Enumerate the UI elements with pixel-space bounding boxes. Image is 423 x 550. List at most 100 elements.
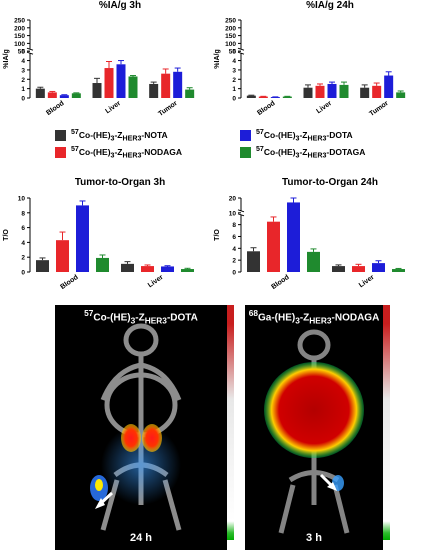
- y-tick-label: 200: [225, 25, 236, 32]
- bar: [121, 263, 134, 272]
- bar: [360, 87, 370, 98]
- legend-label-dotaga: 57Co-(HE)3-ZHER3-DOTAGA: [256, 145, 366, 160]
- y-axis-label: %IA/g: [214, 49, 221, 68]
- x-category-label: Blood: [256, 100, 276, 117]
- legend-swatch-nodaga: [55, 146, 66, 158]
- legend-label-nota: 57Co-(HE)3-ZHER3-NOTA: [71, 128, 168, 143]
- y-tick-label: 3: [21, 67, 25, 74]
- y-tick-label: 2: [232, 258, 236, 265]
- y-tick-label: 0: [21, 270, 25, 277]
- chart-legend: 57Co-(HE)3-ZHER3-NOTA 57Co-(HE)3-ZHER3-D…: [55, 128, 395, 162]
- bar: [116, 64, 126, 98]
- axis-break-mark: [237, 213, 245, 217]
- bar: [287, 202, 300, 272]
- bar: [149, 83, 159, 98]
- kidney-left-hotspot: [121, 424, 141, 452]
- bar: [128, 76, 138, 98]
- legend-label-nodaga: 57Co-(HE)3-ZHER3-NODAGA: [71, 145, 182, 160]
- chart-title-ia-24h: %IA/g 24h: [306, 0, 354, 11]
- chart-to-24h: T/O 0 2 4 6 8 10 20 Blood Liver: [214, 196, 405, 291]
- legend-swatch-dotaga: [240, 146, 251, 158]
- axis-break-mark: [237, 51, 245, 55]
- y-tick-label: 5: [21, 49, 25, 56]
- bar: [315, 85, 325, 98]
- spect-image-panel: 57Co-(HE)3-ZHER3-DOTA 24 h: [55, 305, 227, 550]
- chart-title-to-3h: Tumor-to-Organ 3h: [74, 177, 166, 188]
- y-tick-label: 100: [14, 41, 25, 48]
- pet-image-panel: 68Ga-(HE)3-ZHER3-NODAGA 3 h: [245, 305, 383, 550]
- x-category-label: Blood: [59, 274, 79, 291]
- y-tick-label: 3: [232, 67, 236, 74]
- x-category-label: Liver: [104, 100, 122, 115]
- legend-item-dotaga: 57Co-(HE)3-ZHER3-DOTAGA: [240, 145, 365, 160]
- bar: [307, 251, 320, 272]
- chart-title-ia-3h: %IA/g 3h: [98, 0, 142, 11]
- bar: [372, 263, 385, 272]
- bar: [396, 92, 406, 98]
- pet-image-title: 68Ga-(HE)3-ZHER3-NODAGA: [248, 308, 380, 326]
- tracer-glow: [101, 425, 181, 505]
- tumor-arrow-pet: [319, 473, 337, 491]
- x-category-label: Liver: [147, 274, 165, 289]
- bar: [181, 269, 194, 272]
- y-tick-label: 10: [18, 196, 26, 203]
- y-tick-label: 150: [14, 33, 25, 40]
- bar: [327, 83, 337, 98]
- y-tick-label: 200: [14, 25, 25, 32]
- abdominal-hotspot: [264, 362, 364, 458]
- x-category-label: Tumor: [368, 100, 390, 118]
- bar: [92, 83, 102, 98]
- bar: [332, 266, 345, 272]
- bar: [104, 68, 114, 98]
- bar: [96, 257, 109, 272]
- y-tick-label: 0: [21, 96, 25, 103]
- y-tick-label: 50: [229, 49, 237, 56]
- x-category-label: Liver: [358, 274, 376, 289]
- legend-swatch-dota: [240, 129, 251, 141]
- bar: [392, 269, 405, 272]
- y-tick-label: 250: [225, 18, 236, 25]
- spect-image-title: 57Co-(HE)3-ZHER3-DOTA: [84, 308, 198, 326]
- bar: [247, 251, 260, 272]
- spect-colorbar: [227, 305, 234, 540]
- axis-break-mark: [26, 51, 34, 55]
- bar: [76, 205, 89, 272]
- bar: [185, 89, 195, 98]
- bar: [339, 84, 349, 98]
- kidney-right-hotspot: [142, 424, 162, 452]
- pet-image: [264, 329, 364, 534]
- bar: [56, 240, 69, 272]
- bar: [47, 92, 57, 98]
- axis-break-mark: [237, 209, 245, 213]
- y-tick-label: 1: [21, 86, 25, 93]
- y-tick-label: 150: [225, 33, 236, 40]
- y-tick-label: 5: [232, 49, 236, 56]
- x-category-label: Blood: [270, 274, 290, 291]
- x-category-label: Tumor: [157, 100, 179, 118]
- y-tick-label: 6: [232, 234, 236, 241]
- bar: [36, 260, 49, 272]
- bar: [35, 88, 45, 98]
- legend-label-dota: 57Co-(HE)3-ZHER3-DOTA: [256, 128, 353, 143]
- y-tick-label: 6: [21, 225, 25, 232]
- bar: [161, 266, 174, 272]
- y-tick-label: 50: [18, 49, 26, 56]
- spect-image-time: 24 h: [129, 532, 152, 544]
- y-tick-label: 4: [232, 58, 236, 65]
- y-tick-label: 0: [232, 96, 236, 103]
- bar: [282, 96, 292, 98]
- y-tick-label: 2: [21, 255, 25, 262]
- x-category-label: Blood: [45, 100, 65, 117]
- pet-colorbar: [383, 305, 390, 540]
- tumor-core: [95, 479, 103, 491]
- y-tick-label: 2: [21, 77, 25, 84]
- legend-item-dota: 57Co-(HE)3-ZHER3-DOTA: [240, 128, 353, 143]
- chart-to-3h: T/O 0 2 4 6 8 10 Blood Liver: [3, 196, 194, 291]
- bar: [59, 95, 69, 98]
- axis-break-mark: [26, 47, 34, 51]
- y-tick-label: 2: [232, 77, 236, 84]
- y-axis-label: T/O: [214, 229, 221, 241]
- y-tick-label: 10: [229, 210, 237, 217]
- bar: [246, 95, 256, 98]
